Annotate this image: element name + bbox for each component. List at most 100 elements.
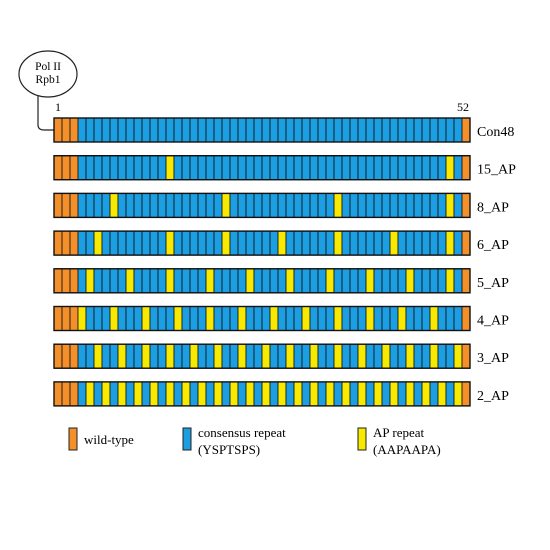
- repeat-cell-consensus: [349, 268, 359, 294]
- repeat-cell-ap: [445, 192, 455, 218]
- repeat-cell-consensus: [261, 306, 271, 331]
- repeat-cell-consensus: [173, 192, 183, 218]
- repeat-cell-consensus: [277, 268, 287, 294]
- construct-frame: [53, 381, 471, 407]
- repeat-cell-consensus: [109, 268, 119, 294]
- repeat-cell-consensus: [277, 192, 287, 218]
- repeat-cell-consensus: [445, 343, 455, 369]
- construct-frame: [53, 117, 471, 143]
- repeat-cell-wildtype: [69, 155, 79, 181]
- repeat-cell-consensus: [173, 381, 183, 407]
- repeat-cell-consensus: [397, 192, 407, 218]
- repeat-cell-consensus: [413, 230, 423, 256]
- repeat-cell-consensus: [397, 343, 407, 369]
- repeat-cell-consensus: [253, 192, 263, 218]
- repeat-cell-consensus: [333, 268, 343, 294]
- repeat-cell-consensus: [445, 117, 455, 143]
- repeat-cell-consensus: [333, 117, 343, 143]
- repeat-cell-ap: [453, 343, 463, 369]
- repeat-cell-ap: [325, 268, 335, 294]
- repeat-cell-consensus: [229, 268, 239, 294]
- repeat-cell-consensus: [245, 306, 255, 331]
- legend-label-wildtype: wild-type: [84, 432, 134, 447]
- repeat-cell-ap: [149, 381, 159, 407]
- repeat-cell-consensus: [85, 155, 95, 181]
- repeat-cell-consensus: [245, 343, 255, 369]
- repeat-cell-consensus: [421, 230, 431, 256]
- position-end-label: 52: [457, 100, 469, 114]
- repeat-cell-consensus: [357, 155, 367, 181]
- protein-label-line2: Rpb1: [36, 74, 61, 86]
- repeat-cell-ap: [301, 306, 311, 331]
- repeat-cell-consensus: [221, 155, 231, 181]
- repeat-cell-consensus: [413, 306, 423, 331]
- repeat-cell-consensus: [445, 306, 455, 331]
- construct-label: 5_AP: [477, 276, 509, 291]
- repeat-cell-consensus: [109, 155, 119, 181]
- repeat-cell-ap: [445, 230, 455, 256]
- repeat-cell-ap: [117, 343, 127, 369]
- repeat-cell-consensus: [93, 268, 103, 294]
- repeat-cell-consensus: [413, 192, 423, 218]
- repeat-cell-consensus: [237, 268, 247, 294]
- repeat-cell-consensus: [269, 343, 279, 369]
- repeat-cell-consensus: [277, 117, 287, 143]
- repeat-cell-ap: [261, 381, 271, 407]
- legend: wild-type consensus repeat (YSPTSPS) AP …: [68, 425, 441, 457]
- repeat-cell-consensus: [125, 117, 135, 143]
- repeat-cell-consensus: [157, 381, 167, 407]
- repeat-cell-consensus: [101, 268, 111, 294]
- repeat-cell-consensus: [381, 381, 391, 407]
- repeat-cell-consensus: [357, 306, 367, 331]
- repeat-cell-consensus: [197, 117, 207, 143]
- repeat-cell-ap: [165, 155, 175, 181]
- repeat-cell-consensus: [141, 230, 151, 256]
- repeat-cell-ap: [165, 381, 175, 407]
- repeat-cell-consensus: [253, 306, 263, 331]
- repeat-cell-consensus: [157, 155, 167, 181]
- repeat-cell-consensus: [109, 230, 119, 256]
- repeat-cell-consensus: [349, 117, 359, 143]
- repeat-cell-wildtype: [53, 117, 63, 143]
- repeat-cell-ap: [437, 381, 447, 407]
- repeat-cell-consensus: [149, 230, 159, 256]
- repeat-cell-consensus: [213, 155, 223, 181]
- construct-row: 3_AP: [53, 343, 509, 369]
- repeat-cell-consensus: [285, 230, 295, 256]
- repeat-cell-consensus: [413, 268, 423, 294]
- repeat-cell-consensus: [437, 117, 447, 143]
- repeat-cell-ap: [373, 381, 383, 407]
- repeat-cell-consensus: [189, 268, 199, 294]
- repeat-cell-consensus: [325, 306, 335, 331]
- repeat-cell-consensus: [357, 230, 367, 256]
- repeat-cell-consensus: [365, 192, 375, 218]
- repeat-cell-consensus: [381, 192, 391, 218]
- repeat-cell-consensus: [101, 230, 111, 256]
- repeat-cell-consensus: [349, 230, 359, 256]
- repeat-cell-wildtype: [69, 117, 79, 143]
- repeat-cell-consensus: [205, 192, 215, 218]
- repeat-cell-consensus: [301, 192, 311, 218]
- repeat-cell-consensus: [229, 230, 239, 256]
- repeat-cell-ap: [405, 381, 415, 407]
- repeat-cell-consensus: [325, 192, 335, 218]
- construct-label: 4_AP: [477, 314, 509, 329]
- repeat-cell-consensus: [213, 117, 223, 143]
- repeat-cell-ap: [389, 381, 399, 407]
- repeat-cell-ap: [109, 192, 119, 218]
- legend-label-consensus-seq: (YSPTSPS): [198, 442, 260, 457]
- repeat-cell-wildtype: [61, 230, 71, 256]
- repeat-cell-consensus: [325, 117, 335, 143]
- repeat-cell-ap: [341, 381, 351, 407]
- repeat-cell-consensus: [453, 192, 463, 218]
- repeat-cell-consensus: [101, 343, 111, 369]
- repeat-cell-consensus: [453, 155, 463, 181]
- repeat-cell-consensus: [117, 117, 127, 143]
- repeat-cell-consensus: [173, 268, 183, 294]
- repeat-cell-consensus: [341, 155, 351, 181]
- repeat-cell-consensus: [205, 155, 215, 181]
- repeat-cell-consensus: [189, 192, 199, 218]
- repeat-cell-consensus: [341, 117, 351, 143]
- repeat-cell-consensus: [453, 117, 463, 143]
- legend-label-ap-seq: (AAPAAPA): [373, 442, 441, 457]
